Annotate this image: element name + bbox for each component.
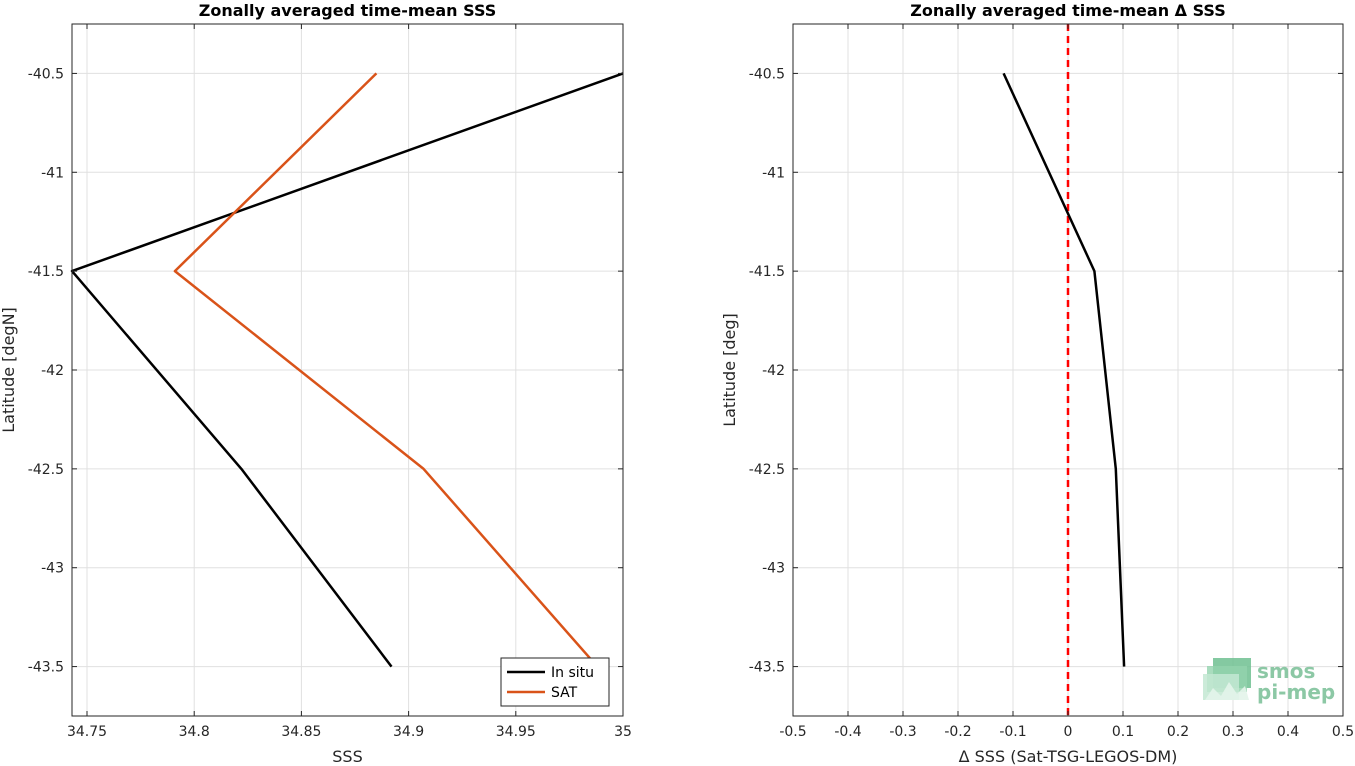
y-axis-label: Latitude [deg] xyxy=(720,313,739,427)
series-line-0 xyxy=(70,72,624,668)
logo-line-1: smos xyxy=(1257,659,1315,683)
smos-pi-mep-logo: smos pi-mep xyxy=(1203,658,1335,704)
y-tick-label: -43.5 xyxy=(28,660,64,676)
x-tick-label: 34.9 xyxy=(393,724,424,740)
series-line-1 xyxy=(173,72,599,668)
sss-panel: 34.75 34.8 34.85 34.9 34.95 35 -40.5 -41 -41.5 -4… xyxy=(0,1,632,766)
x-tick-label: 34.8 xyxy=(179,724,210,740)
series-line-0 xyxy=(1002,72,1126,667)
x-tick-label: 34.95 xyxy=(496,724,536,740)
x-tick-label: -0.1 xyxy=(999,724,1026,740)
y-tick-label: -41 xyxy=(762,165,785,181)
legend-label: SAT xyxy=(551,685,578,701)
logo-line-2: pi-mep xyxy=(1257,680,1335,704)
tick-labels: 34.75 34.8 34.85 34.9 34.95 35 -40.5 -41 -41.5 -4… xyxy=(28,24,632,740)
logo-emblem xyxy=(1203,658,1251,700)
y-tick-label: -43 xyxy=(762,561,785,577)
x-axis-label: Δ SSS (Sat-TSG-LEGOS-DM) xyxy=(959,747,1178,766)
x-tick-label: 0.2 xyxy=(1167,724,1189,740)
x-tick-label: -0.4 xyxy=(834,724,861,740)
x-tick-label: -0.5 xyxy=(779,724,806,740)
y-tick-label: -42 xyxy=(41,363,64,379)
y-tick-label: -41 xyxy=(41,165,64,181)
x-tick-label: 34.75 xyxy=(67,724,107,740)
legend-label: In situ xyxy=(551,665,594,681)
series-lines xyxy=(70,72,624,668)
x-tick-label: 0.4 xyxy=(1277,724,1299,740)
y-tick-label: -43.5 xyxy=(749,660,785,676)
legend-box xyxy=(500,657,610,707)
x-tick-label: 35 xyxy=(614,724,632,740)
y-tick-label: -40.5 xyxy=(28,66,64,82)
x-axis-label: SSS xyxy=(332,747,362,766)
x-tick-label: 0 xyxy=(1064,724,1073,740)
x-tick-label: 34.85 xyxy=(281,724,321,740)
x-tick-label: -0.2 xyxy=(944,724,971,740)
x-tick-label: 0.5 xyxy=(1332,724,1354,740)
y-tick-label: -42 xyxy=(762,363,785,379)
series-lines xyxy=(1002,72,1126,667)
y-tick-label: -43 xyxy=(41,561,64,577)
legend: In situ SAT xyxy=(500,657,610,707)
x-tick-label: 0.3 xyxy=(1222,724,1244,740)
chart-title: Zonally averaged time-mean SSS xyxy=(199,1,497,20)
tick-labels: -0.5 -0.4 -0.3 -0.2 -0.1 0 0.1 0.2 0.3 0.4 0.5 -40.… xyxy=(749,24,1354,740)
grid-lines xyxy=(72,24,624,716)
y-tick-label: -40.5 xyxy=(749,66,785,82)
y-tick-label: -42.5 xyxy=(28,462,64,478)
x-tick-label: -0.3 xyxy=(889,724,916,740)
x-tick-label: 0.1 xyxy=(1112,724,1134,740)
chart-title: Zonally averaged time-mean Δ SSS xyxy=(910,1,1226,20)
y-tick-label: -41.5 xyxy=(28,264,64,280)
y-tick-label: -42.5 xyxy=(749,462,785,478)
y-axis-label: Latitude [degN] xyxy=(0,307,18,433)
y-tick-label: -41.5 xyxy=(749,264,785,280)
delta-sss-panel: -0.5 -0.4 -0.3 -0.2 -0.1 0 0.1 0.2 0.3 0.4 0.5 -40.… xyxy=(720,1,1354,766)
